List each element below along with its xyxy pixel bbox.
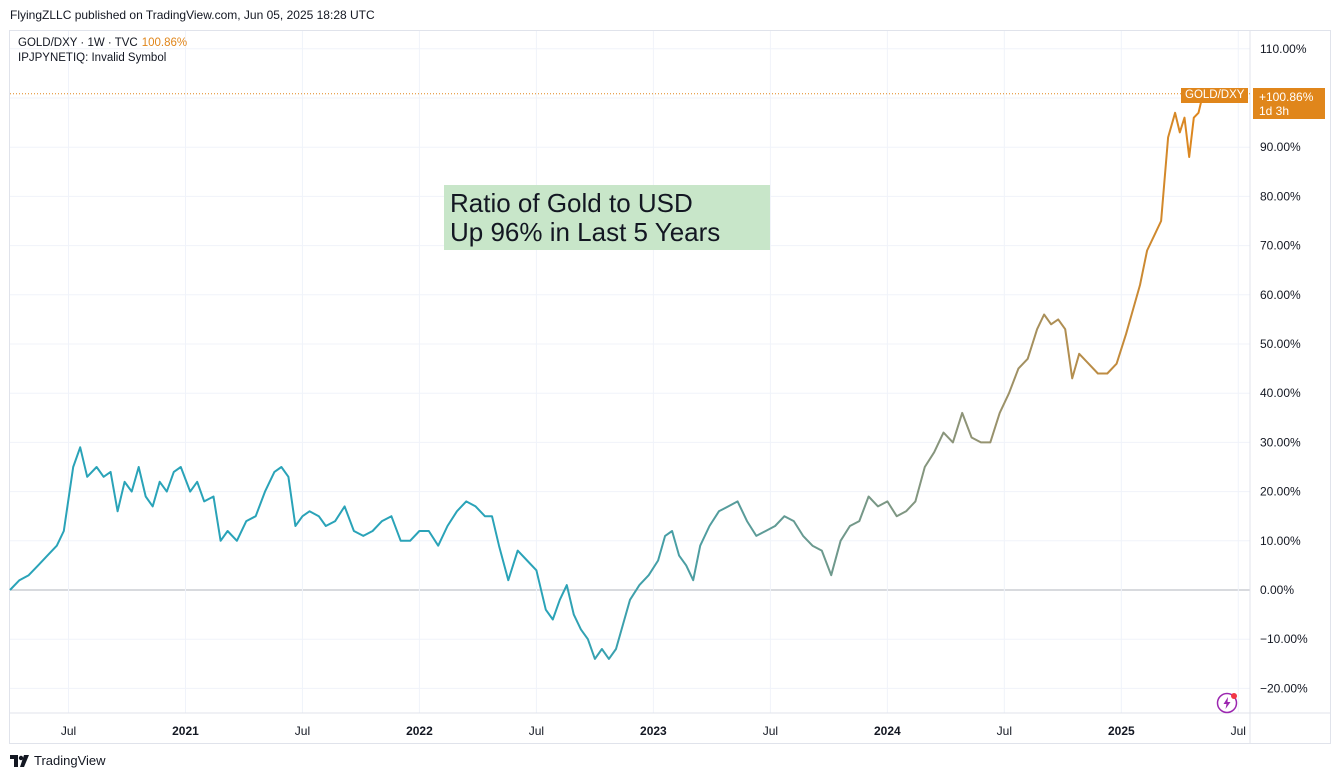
x-tick-label: 2023 [640,724,667,738]
chart-annotation[interactable]: Ratio of Gold to USD Up 96% in Last 5 Ye… [444,185,770,250]
x-tick-label: 2024 [874,724,901,738]
y-tick-label: 90.00% [1260,140,1301,154]
legend-symbol-row[interactable]: GOLD/DXY · 1W · TVC 100.86% [18,36,187,51]
series-name-tag: GOLD/DXY [1181,88,1249,103]
gold-dxy-series-line [9,92,1205,660]
tradingview-logo-icon [10,754,29,767]
annotation-line-1: Ratio of Gold to USD [450,188,693,218]
y-tick-label: 40.00% [1260,386,1301,400]
y-tick-label: 10.00% [1260,534,1301,548]
y-tick-label: 0.00% [1260,583,1294,597]
legend-invalid-symbol[interactable]: IPJPYNETIQ: Invalid Symbol [18,52,167,64]
x-tick-label: Jul [1231,724,1246,738]
x-tick-label: Jul [529,724,544,738]
annotation-line-2: Up 96% in Last 5 Years [450,217,721,247]
y-tick-label: 60.00% [1260,288,1301,302]
x-tick-label: Jul [763,724,778,738]
y-tick-label: −20.00% [1260,681,1308,695]
chart-legend: GOLD/DXY · 1W · TVC 100.86% IPJPYNETIQ: I… [18,36,187,66]
footer-branding[interactable]: TradingView [10,753,106,768]
legend-change: 100.86% [141,37,188,49]
y-tick-label: 50.00% [1260,337,1301,351]
y-tick-label: 110.00% [1260,42,1307,56]
footer-brand-text: TradingView [34,753,106,768]
x-tick-label: 2022 [406,724,433,738]
y-tick-label: 70.00% [1260,239,1301,253]
legend-symbol: GOLD/DXY · 1W · TVC [18,37,138,49]
chart-frame [9,30,1331,744]
y-tick-label: 20.00% [1260,485,1301,499]
y-tick-label: 80.00% [1260,189,1301,203]
publisher-credit: FlyingZLLC published on TradingView.com,… [10,8,375,22]
x-tick-label: 2025 [1108,724,1135,738]
y-tick-label: −10.00% [1260,632,1308,646]
x-tick-label: 2021 [172,724,199,738]
last-price-value: +100.86% [1259,90,1314,104]
x-tick-label: Jul [997,724,1012,738]
lightning-bolt-icon[interactable] [1216,692,1238,714]
x-tick-label: Jul [61,724,76,738]
x-tick-label: Jul [295,724,310,738]
last-price-label: +100.86% 1d 3h [1253,88,1325,119]
bar-countdown: 1d 3h [1259,104,1290,118]
y-tick-label: 30.00% [1260,435,1301,449]
